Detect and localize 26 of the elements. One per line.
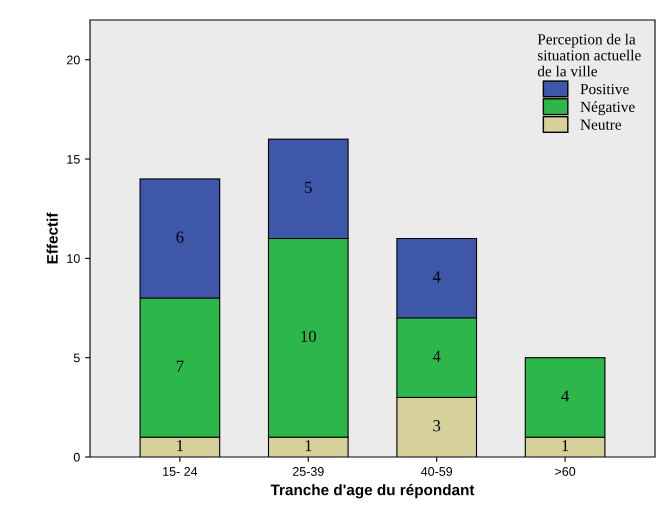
data-label: 5	[305, 182, 312, 194]
y-axis-title: Effectif	[46, 212, 58, 264]
y-tick-label: 15	[67, 154, 80, 164]
data-label: 10	[301, 330, 316, 342]
data-label: 4	[432, 350, 441, 362]
data-label: 4	[432, 271, 441, 282]
x-tick-label: 40-59	[421, 467, 452, 476]
legend-label: Positive	[580, 84, 629, 94]
legend-label: Négative	[580, 101, 635, 116]
legend-label: Neutre	[580, 120, 622, 130]
data-label: 1	[177, 440, 184, 452]
data-label: 6	[176, 231, 184, 243]
data-label: 7	[176, 360, 184, 372]
data-label: 3	[433, 420, 440, 432]
data-label: 1	[562, 440, 568, 452]
data-label: 1	[306, 440, 312, 452]
data-label: 4	[561, 390, 570, 402]
x-tick-label: 25-39	[292, 467, 324, 476]
y-tick-label: 20	[67, 56, 80, 64]
y-tick-label: 0	[74, 452, 80, 462]
y-tick-label: 10	[67, 254, 80, 264]
y-tick-label: 5	[74, 354, 80, 362]
legend-title: Perception de la situation actuelle de la ville	[538, 34, 641, 76]
x-axis-title: Tranche d'age du répondant	[270, 484, 474, 498]
x-tick-label: 15- 24	[163, 467, 198, 476]
x-tick-label: >60	[555, 467, 576, 476]
